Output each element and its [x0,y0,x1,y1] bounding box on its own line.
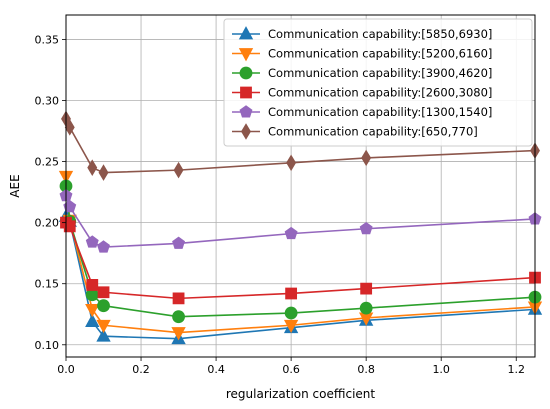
x-tick-label: 0.8 [357,363,375,376]
y-tick-label: 0.35 [35,33,60,46]
legend-item: Communication capability:[3900,4620] [232,66,492,80]
data-point [172,310,185,324]
y-tick-label: 0.20 [35,217,60,230]
plot-frame [65,14,536,358]
data-point [85,235,99,248]
legend-item: Communication capability:[1300,1540] [232,105,492,119]
data-point [285,287,298,300]
data-point [173,161,184,179]
y-axis: 0.10 0.15 0.20 0.25 0.30 0.35 [35,33,66,352]
legend-marker [239,105,253,118]
data-point [171,327,186,341]
data-point [85,303,100,318]
legend-label: Communication capability:[1300,1540] [268,105,492,119]
data-point [284,226,298,240]
series-line [65,185,536,318]
x-axis: 0.0 0.2 0.4 0.6 0.8 1.0 1.2 [57,357,525,376]
y-tick-label: 0.25 [35,156,60,169]
series-line [65,222,536,300]
data-point [359,301,373,315]
y-tick-label: 0.10 [35,339,60,352]
legend-item: Communication capability:[2600,3080] [232,86,492,100]
series-6 [61,110,540,181]
y-tick-label: 0.30 [35,95,60,108]
legend-item: Communication capability:[5200,6160] [232,47,492,62]
y-axis-label: AEE [8,174,22,197]
series-line [65,118,536,174]
data-point [86,279,99,291]
data-point [283,319,299,334]
legend-label: Communication capability:[2600,3080] [268,86,492,100]
data-point [361,149,372,167]
legend-item: Communication capability:[5850,6930] [232,26,492,41]
legend-item: Communication capability:[650,770] [232,123,478,140]
y-tick-label: 0.15 [35,278,60,291]
data-point [64,119,75,136]
legend-label: Communication capability:[5850,6930] [268,27,492,41]
series-line [65,195,536,248]
legend-label: Communication capability:[5200,6160] [268,47,492,61]
data-point [97,299,110,313]
data-point [284,306,298,320]
legend-label: Communication capability:[3900,4620] [268,66,492,80]
data-point [172,292,185,305]
legend-marker [240,86,252,99]
legend-label: Communication capability:[650,770] [268,125,478,139]
x-tick-label: 0.6 [282,363,300,376]
data-point [96,319,111,334]
data-point [359,221,373,235]
data-point [85,313,100,327]
x-tick-label: 0.0 [57,363,75,376]
data-point [286,154,297,172]
legend-box [223,18,533,147]
data-point [172,236,186,249]
legend: Communication capability:[5850,6930] Comm… [223,18,533,147]
legend-marker [241,123,251,140]
data-point [98,164,109,181]
x-axis-label: regularization coefficient [226,387,376,401]
x-tick-label: 1.0 [432,363,450,376]
x-tick-label: 0.4 [207,363,225,376]
x-tick-label: 1.2 [507,363,525,376]
x-tick-label: 0.2 [132,363,150,376]
series-layer [58,110,543,345]
data-point [63,220,76,233]
data-point [63,199,77,213]
data-point [360,282,373,295]
legend-marker [239,66,253,80]
data-point [97,286,110,299]
data-point [96,328,111,342]
data-point [97,240,110,253]
legend-marker [238,48,254,62]
data-point [87,159,98,176]
legend-marker [238,26,254,40]
